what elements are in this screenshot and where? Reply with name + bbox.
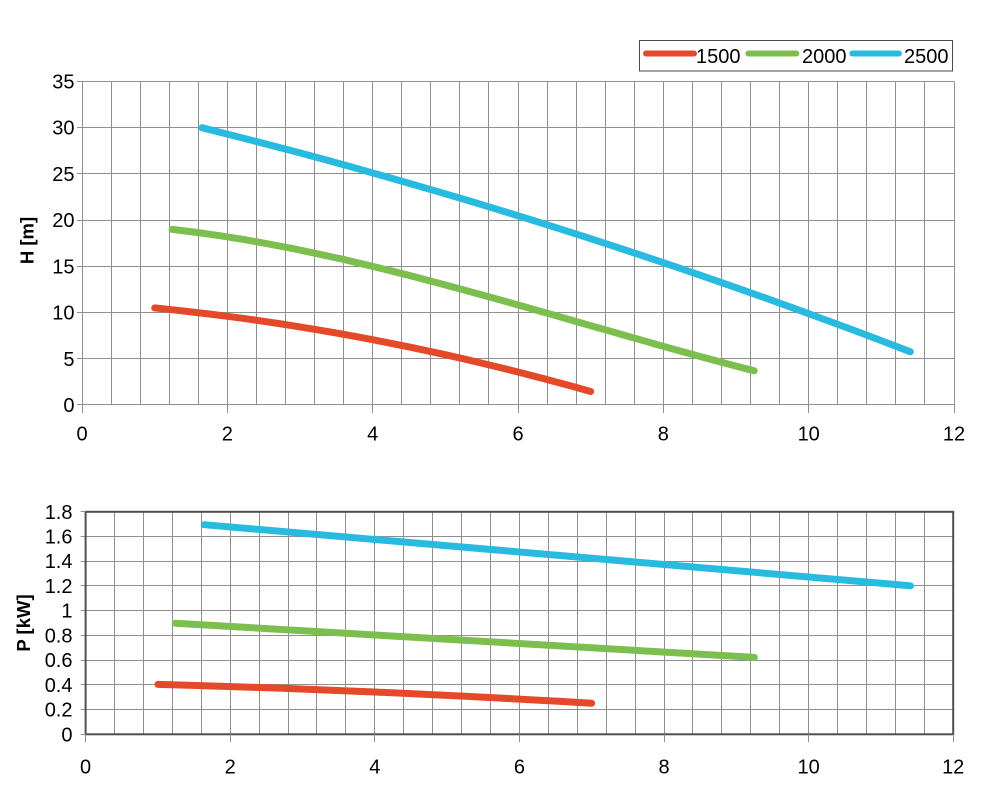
svg-text:0.6: 0.6 xyxy=(45,650,73,672)
svg-text:10: 10 xyxy=(798,424,820,446)
svg-text:30: 30 xyxy=(52,118,74,140)
svg-text:0: 0 xyxy=(63,395,74,417)
svg-text:35: 35 xyxy=(52,72,74,94)
svg-text:1.8: 1.8 xyxy=(45,502,73,524)
svg-text:10: 10 xyxy=(797,757,819,779)
svg-text:6: 6 xyxy=(512,424,523,446)
svg-text:0.2: 0.2 xyxy=(45,700,73,722)
svg-text:1500: 1500 xyxy=(696,46,741,68)
svg-text:5: 5 xyxy=(63,349,74,371)
svg-text:8: 8 xyxy=(658,757,669,779)
svg-text:2500: 2500 xyxy=(904,46,949,68)
svg-text:10: 10 xyxy=(52,303,74,325)
svg-text:12: 12 xyxy=(942,757,964,779)
svg-text:4: 4 xyxy=(369,757,380,779)
svg-text:15: 15 xyxy=(52,256,74,278)
svg-text:0.4: 0.4 xyxy=(45,675,73,697)
svg-text:1.6: 1.6 xyxy=(45,527,73,549)
svg-text:P [kW]: P [kW] xyxy=(13,594,34,651)
svg-text:20: 20 xyxy=(52,210,74,232)
svg-text:2: 2 xyxy=(222,424,233,446)
svg-text:12: 12 xyxy=(943,424,965,446)
svg-text:1.4: 1.4 xyxy=(45,551,73,573)
svg-text:0: 0 xyxy=(76,424,87,446)
svg-text:2: 2 xyxy=(225,757,236,779)
svg-text:4: 4 xyxy=(367,424,378,446)
svg-text:0: 0 xyxy=(61,724,72,746)
svg-text:0: 0 xyxy=(80,757,91,779)
svg-text:2000: 2000 xyxy=(802,46,847,68)
svg-text:8: 8 xyxy=(658,424,669,446)
svg-text:1.2: 1.2 xyxy=(45,576,73,598)
svg-text:H [m]: H [m] xyxy=(17,217,38,264)
svg-text:25: 25 xyxy=(52,164,74,186)
svg-text:0.8: 0.8 xyxy=(45,625,73,647)
svg-text:1: 1 xyxy=(61,601,72,623)
svg-text:6: 6 xyxy=(514,757,525,779)
